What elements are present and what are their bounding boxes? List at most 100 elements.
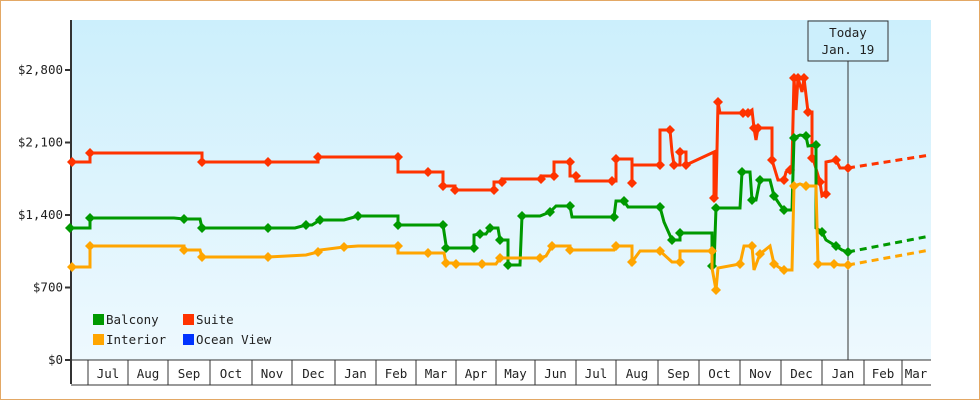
x-tick-label: Aug — [626, 366, 649, 381]
data-point-marker — [811, 140, 821, 150]
data-point-marker — [769, 259, 779, 269]
x-tick-label: May — [504, 366, 527, 381]
data-point-marker — [609, 212, 619, 222]
data-point-marker — [495, 235, 505, 245]
data-point-marker — [767, 155, 777, 165]
data-point-marker — [179, 245, 189, 255]
data-point-marker — [769, 191, 779, 201]
data-point-marker — [655, 202, 665, 212]
data-point-marker — [313, 152, 323, 162]
y-tick-label: $1,400 — [18, 207, 63, 222]
data-point-marker — [301, 220, 311, 230]
x-tick-label: Dec — [790, 366, 813, 381]
x-tick-label: Sep — [178, 366, 201, 381]
data-point-marker — [711, 285, 721, 295]
y-tick-label: $700 — [33, 280, 63, 295]
data-point-marker — [393, 220, 403, 230]
data-point-marker — [737, 167, 747, 177]
data-point-marker — [197, 157, 207, 167]
data-point-marker — [779, 205, 789, 215]
data-point-marker — [438, 181, 448, 191]
data-point-marker — [793, 73, 803, 83]
data-point-marker — [755, 175, 765, 185]
x-tick-label: Jul — [97, 366, 120, 381]
data-point-marker — [197, 252, 207, 262]
data-point-marker — [497, 177, 507, 187]
data-point-marker — [675, 257, 685, 267]
data-point-marker — [263, 223, 273, 233]
x-axis: Jul Aug Sep Oct Nov Dec Jan Feb Mar Apr May Jun Jul A… — [71, 359, 931, 386]
data-point-marker — [611, 154, 621, 164]
data-point-marker — [789, 133, 799, 143]
data-point-marker — [655, 160, 665, 170]
data-point-marker — [503, 260, 513, 270]
data-point-marker — [263, 252, 273, 262]
legend: Balcony Suite Interior Ocean View — [93, 312, 272, 347]
data-point-marker — [799, 73, 809, 83]
data-point-marker — [813, 259, 823, 269]
x-tick-label: Mar — [905, 366, 928, 381]
data-point-marker — [339, 242, 349, 252]
data-point-marker — [803, 107, 813, 117]
legend-swatch — [93, 334, 104, 345]
data-point-marker — [85, 241, 95, 251]
data-point-marker — [755, 249, 765, 259]
data-point-marker — [495, 253, 505, 263]
data-point-marker — [681, 160, 691, 170]
data-point-marker — [667, 235, 677, 245]
data-point-marker — [779, 175, 789, 185]
data-point-marker — [747, 241, 757, 251]
data-point-marker — [611, 241, 621, 251]
x-tick-label: Nov — [749, 366, 772, 381]
data-point-marker — [451, 259, 461, 269]
data-point-marker — [423, 248, 433, 258]
data-point-marker — [627, 178, 637, 188]
data-point-marker — [477, 259, 487, 269]
data-point-marker — [475, 229, 485, 239]
x-tick-label: Apr — [465, 366, 488, 381]
x-tick-label: Mar — [425, 366, 448, 381]
data-point-marker — [179, 214, 189, 224]
x-tick-label: Jul — [585, 366, 608, 381]
x-tick-label: Feb — [872, 366, 895, 381]
data-point-marker — [789, 181, 799, 191]
data-point-marker — [801, 131, 811, 141]
data-point-marker — [709, 193, 719, 203]
legend-swatch — [183, 334, 194, 345]
data-point-marker — [547, 241, 557, 251]
x-tick-label: Oct — [220, 366, 243, 381]
data-point-marker — [197, 223, 207, 233]
x-tick-label: Jun — [544, 366, 567, 381]
y-tick-label: $2,800 — [18, 62, 63, 77]
data-point-marker — [393, 152, 403, 162]
data-point-marker — [67, 262, 77, 272]
data-point-marker — [565, 157, 575, 167]
data-point-marker — [655, 246, 665, 256]
y-tick-label: $0 — [48, 352, 63, 367]
data-point-marker — [423, 167, 433, 177]
x-tick-label: Jan — [344, 366, 367, 381]
legend-swatch — [93, 314, 104, 325]
data-point-marker — [571, 171, 581, 181]
data-point-marker — [801, 181, 811, 191]
data-point-marker — [535, 253, 545, 263]
data-point-marker — [85, 148, 95, 158]
today-marker: Today Jan. 19 — [807, 20, 889, 360]
legend-label: Suite — [196, 312, 234, 327]
data-point-marker — [735, 259, 745, 269]
x-tick-label: Nov — [261, 366, 284, 381]
data-point-marker — [743, 108, 753, 118]
legend-swatch — [183, 314, 194, 325]
data-point-marker — [469, 243, 479, 253]
data-point-marker — [607, 176, 617, 186]
x-tick-label: Jan — [832, 366, 855, 381]
data-point-marker — [565, 201, 575, 211]
data-point-marker — [829, 259, 839, 269]
data-point-marker — [441, 258, 451, 268]
x-tick-label: Dec — [302, 366, 325, 381]
data-point-marker — [549, 171, 559, 181]
data-point-marker — [536, 174, 546, 184]
data-point-marker — [675, 147, 685, 157]
data-point-marker — [713, 97, 723, 107]
